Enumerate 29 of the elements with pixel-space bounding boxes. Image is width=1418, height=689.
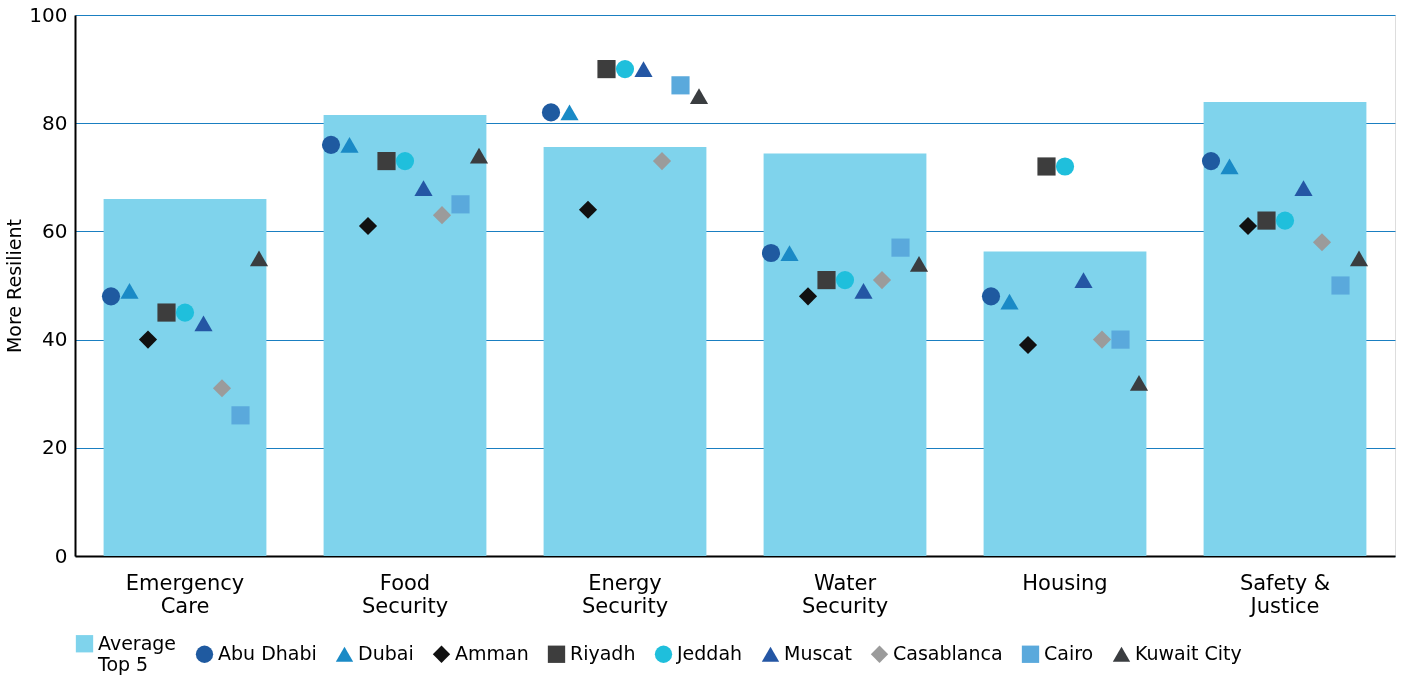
legend-label: Average Top 5 [97, 631, 177, 675]
legend-label: Dubai [358, 642, 414, 665]
legend-label: Amman [455, 642, 529, 665]
bar [543, 147, 707, 556]
bar [103, 198, 267, 556]
x-tick-label: Water Security [801, 570, 889, 618]
legend-label: Kuwait City [1135, 642, 1242, 665]
bar [323, 115, 487, 556]
legend-label: Abu Dhabi [218, 642, 317, 665]
bar [1203, 102, 1367, 556]
x-tick-label: Food Security [361, 570, 449, 618]
bar [763, 153, 927, 556]
y-tick-label: 100 [29, 2, 68, 27]
y-tick-label: 0 [54, 543, 68, 568]
x-tick-label: Safety & Justice [1239, 570, 1331, 618]
legend-label: Muscat [784, 642, 852, 665]
y-tick-label: 20 [42, 435, 68, 460]
y-tick-label: 80 [42, 110, 68, 135]
x-tick-label: Energy Security [581, 570, 669, 618]
y-tick-label: 60 [42, 218, 68, 243]
bar [983, 251, 1147, 556]
x-tick-label: Emergency Care [125, 570, 245, 618]
legend-label: Cairo [1044, 642, 1094, 665]
legend-label: Riyadh [570, 642, 636, 665]
legend-label: Jeddah [676, 642, 743, 665]
x-tick-label: Housing [1022, 570, 1108, 595]
legend-label: Casablanca [893, 642, 1003, 665]
y-tick-label: 40 [42, 327, 68, 352]
y-axis-title: More Resilient [3, 218, 26, 354]
